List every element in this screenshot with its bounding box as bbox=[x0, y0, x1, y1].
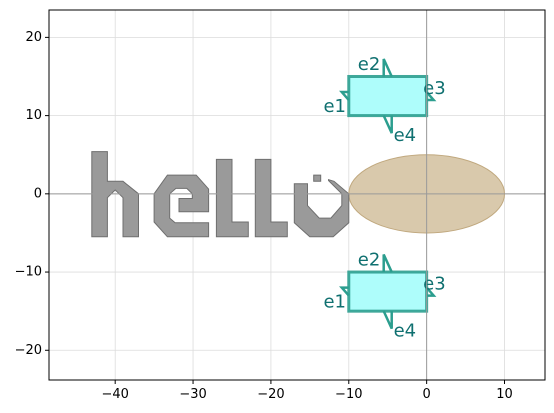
port-top-e4-marker bbox=[382, 115, 393, 134]
port-bottom-e4-marker bbox=[382, 310, 393, 330]
port-top-e2-marker bbox=[382, 58, 393, 78]
x-tick-label-3: −10 bbox=[335, 387, 362, 402]
port-bottom-e3-marker bbox=[425, 286, 437, 297]
y-tick-label-0: 20 bbox=[25, 30, 42, 45]
port-bottom-e2-label: e2 bbox=[358, 249, 381, 270]
port-bottom-e3-label: e3 bbox=[423, 274, 446, 295]
axes-frame bbox=[48, 9, 546, 381]
port-bottom-e1-marker bbox=[339, 286, 350, 297]
origin-lines bbox=[49, 10, 545, 380]
components-group: e1 e2 e3 e4 e1 e2 e3 e4 bbox=[323, 54, 445, 342]
port-top-e4-label: e4 bbox=[394, 125, 417, 146]
port-top-e2-label: e2 bbox=[358, 54, 381, 75]
port-top-e3-label: e3 bbox=[423, 78, 446, 99]
x-tick-label-2: −20 bbox=[257, 387, 284, 402]
x-tick-label-1: −30 bbox=[179, 387, 206, 402]
port-bottom-e4-label: e4 bbox=[394, 321, 417, 342]
x-tick-label-4: 0 bbox=[423, 387, 431, 402]
component-bottom-rect bbox=[347, 270, 429, 313]
port-top-e3-marker bbox=[425, 91, 437, 102]
y-tick-label-3: −10 bbox=[15, 265, 42, 280]
port-bottom-e2-marker bbox=[382, 254, 393, 273]
axis-ticks: −40 −30 −20 −10 0 10 20 10 0 −10 −20 bbox=[15, 30, 513, 402]
port-top-e1-label: e1 bbox=[323, 96, 346, 117]
y-tick-label-1: 10 bbox=[25, 108, 42, 123]
x-tick-label-5: 10 bbox=[496, 387, 513, 402]
y-tick-label-4: −20 bbox=[15, 343, 42, 358]
port-bottom-e1-label: e1 bbox=[323, 292, 346, 313]
y-tick-label-2: 0 bbox=[34, 186, 42, 201]
plot-marks: e1 e2 e3 e4 e1 e2 e3 e4 bbox=[91, 54, 506, 342]
port-top-e1-marker bbox=[339, 90, 350, 101]
component-top-rect bbox=[347, 74, 429, 118]
x-tick-label-0: −40 bbox=[101, 387, 128, 402]
